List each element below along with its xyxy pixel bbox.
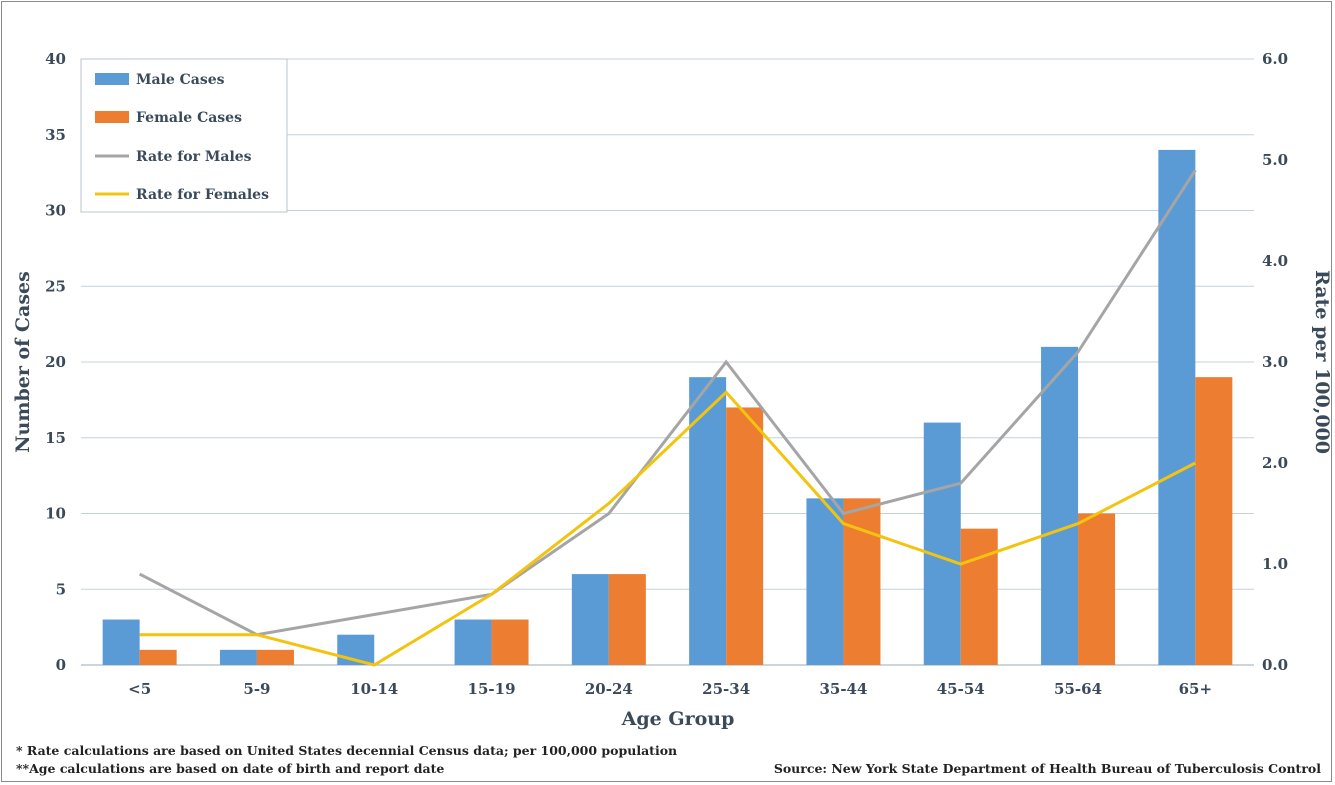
y2-tick-label: 6.0 <box>1262 50 1288 68</box>
y-tick-label: 15 <box>45 429 66 447</box>
line-rate-for-females <box>139 390 1197 667</box>
bar-female-cases <box>726 407 764 665</box>
bar-male-cases <box>454 619 492 665</box>
y2-tick-label: 4.0 <box>1262 252 1288 270</box>
bar-female-cases <box>960 528 998 665</box>
x-tick-label: <5 <box>128 680 151 698</box>
x-tick-label: 45-54 <box>937 680 985 698</box>
y-tick-label: 20 <box>45 353 66 371</box>
y-tick-label: 35 <box>45 126 66 144</box>
x-tick-label: 20-24 <box>585 680 633 698</box>
y2-tick-label: 5.0 <box>1262 151 1288 169</box>
y-tick-label: 25 <box>45 277 66 295</box>
rate-lines <box>138 169 1197 667</box>
bar-male-cases <box>219 649 257 665</box>
bar-female-cases <box>608 574 646 665</box>
legend-label-male-cases: Male Cases <box>136 72 225 88</box>
y2-axis-title: Rate per 100,000 <box>1311 270 1333 454</box>
x-tick-label: 25-34 <box>702 680 750 698</box>
bars <box>102 149 1233 665</box>
y-tick-label: 40 <box>45 50 66 68</box>
legend-label-rate-females: Rate for Females <box>136 187 269 203</box>
footnote-age: **Age calculations are based on date of … <box>16 761 444 776</box>
bar-male-cases <box>571 574 609 665</box>
bar-male-cases <box>689 377 727 665</box>
left-axis-ticks: 0 5 10 15 20 25 30 35 40 <box>45 50 66 674</box>
bar-female-cases <box>1195 377 1233 665</box>
x-tick-label: 5-9 <box>243 680 270 698</box>
x-tick-label: 55-64 <box>1054 680 1102 698</box>
y-tick-label: 0 <box>56 656 66 674</box>
x-tick-label: 15-19 <box>468 680 516 698</box>
bar-female-cases <box>491 619 529 665</box>
x-axis-title: Age Group <box>621 708 735 730</box>
bar-male-cases <box>923 422 961 665</box>
y2-tick-label: 1.0 <box>1262 555 1288 573</box>
source-note: Source: New York State Department of Hea… <box>774 761 1321 776</box>
x-tick-label: 65+ <box>1179 680 1212 698</box>
y-axis-title: Number of Cases <box>12 271 34 453</box>
legend: Male Cases Female Cases Rate for Males R… <box>80 58 288 213</box>
bar-male-cases <box>1041 346 1079 665</box>
legend-label-rate-males: Rate for Males <box>136 149 252 165</box>
bar-male-cases <box>1158 149 1196 665</box>
legend-swatch-male-cases <box>95 73 129 85</box>
y-tick-label: 30 <box>45 202 66 220</box>
x-tick-label: 10-14 <box>350 680 398 698</box>
bar-female-cases <box>1078 513 1116 665</box>
footnote-rate: * Rate calculations are based on United … <box>16 743 677 758</box>
y2-tick-label: 2.0 <box>1262 454 1288 472</box>
legend-swatch-female-cases <box>95 111 129 123</box>
bar-female-cases <box>139 649 177 665</box>
bar-male-cases <box>806 498 844 665</box>
bar-female-cases <box>256 649 294 665</box>
right-axis-ticks: 0.0 1.0 2.0 3.0 4.0 5.0 6.0 <box>1262 50 1288 674</box>
y-tick-label: 5 <box>56 580 66 598</box>
bar-female-cases <box>843 498 881 665</box>
x-tick-label: 35-44 <box>819 680 867 698</box>
y-tick-label: 10 <box>45 505 66 523</box>
bar-male-cases <box>102 619 140 665</box>
x-axis-ticks: <5 5-9 10-14 15-19 20-24 25-34 35-44 45-54 55-64… <box>128 680 1212 698</box>
legend-label-female-cases: Female Cases <box>136 110 242 126</box>
line-rate-for-males <box>138 169 1197 637</box>
y2-tick-label: 3.0 <box>1262 353 1288 371</box>
y2-tick-label: 0.0 <box>1262 656 1288 674</box>
